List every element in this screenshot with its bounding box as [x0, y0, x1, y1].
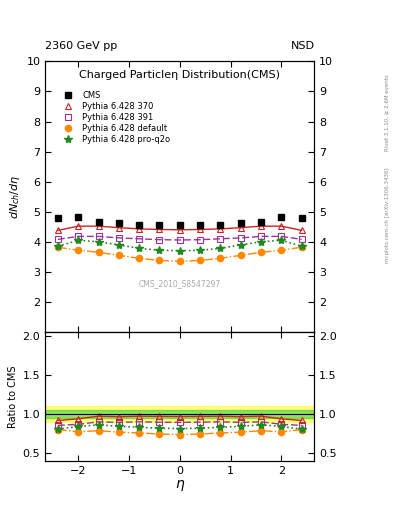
Bar	[45, 410, 314, 418]
Pythia 6.428 default	[218, 255, 223, 262]
Pythia 6.428 370	[55, 227, 60, 233]
Bar	[45, 406, 314, 422]
Pythia 6.428 370	[259, 223, 263, 229]
Pythia 6.428 370	[239, 225, 243, 231]
Pythia 6.428 pro-q2o	[259, 239, 263, 245]
Pythia 6.428 370	[137, 226, 141, 232]
Pythia 6.428 370	[96, 223, 101, 229]
Pythia 6.428 default	[96, 249, 101, 255]
Pythia 6.428 391	[76, 233, 81, 240]
Pythia 6.428 pro-q2o	[157, 247, 162, 253]
CMS	[96, 219, 101, 225]
Legend: CMS, Pythia 6.428 370, Pythia 6.428 391, Pythia 6.428 default, Pythia 6.428 pro-: CMS, Pythia 6.428 370, Pythia 6.428 391,…	[55, 87, 174, 147]
Pythia 6.428 default	[239, 252, 243, 259]
Pythia 6.428 370	[116, 225, 121, 231]
Text: 2360 GeV pp: 2360 GeV pp	[45, 40, 118, 51]
Pythia 6.428 pro-q2o	[96, 239, 101, 245]
CMS	[279, 214, 284, 220]
CMS	[299, 215, 304, 221]
Text: mcplots.cern.ch [arXiv:1306.3436]: mcplots.cern.ch [arXiv:1306.3436]	[385, 167, 389, 263]
Pythia 6.428 pro-q2o	[137, 245, 141, 251]
Pythia 6.428 default	[116, 252, 121, 259]
X-axis label: $\eta$: $\eta$	[174, 478, 185, 494]
Pythia 6.428 391	[198, 237, 202, 243]
Text: Rivet 3.1.10, ≥ 2.6M events: Rivet 3.1.10, ≥ 2.6M events	[385, 74, 389, 151]
Pythia 6.428 391	[137, 236, 141, 242]
Pythia 6.428 pro-q2o	[178, 248, 182, 254]
Y-axis label: Ratio to CMS: Ratio to CMS	[8, 365, 18, 428]
CMS	[55, 215, 60, 221]
Pythia 6.428 370	[279, 223, 284, 229]
Text: Charged Particleη Distribution(CMS): Charged Particleη Distribution(CMS)	[79, 70, 280, 79]
Pythia 6.428 370	[178, 227, 182, 233]
CMS	[157, 222, 162, 228]
Pythia 6.428 391	[116, 235, 121, 241]
Pythia 6.428 pro-q2o	[279, 237, 284, 243]
Pythia 6.428 391	[218, 236, 223, 242]
Pythia 6.428 pro-q2o	[218, 245, 223, 251]
Pythia 6.428 default	[137, 255, 141, 262]
Pythia 6.428 391	[96, 233, 101, 240]
Text: CMS_2010_S8547297: CMS_2010_S8547297	[139, 279, 221, 288]
CMS	[116, 220, 121, 226]
Pythia 6.428 pro-q2o	[76, 237, 81, 243]
Line: Pythia 6.428 370: Pythia 6.428 370	[55, 223, 305, 233]
CMS	[137, 222, 141, 228]
Pythia 6.428 pro-q2o	[239, 242, 243, 248]
Pythia 6.428 pro-q2o	[299, 243, 304, 249]
Pythia 6.428 370	[198, 226, 202, 232]
Pythia 6.428 391	[299, 237, 304, 243]
Pythia 6.428 391	[259, 233, 263, 240]
Pythia 6.428 391	[178, 237, 182, 243]
Pythia 6.428 391	[279, 233, 284, 240]
CMS	[198, 222, 202, 228]
Pythia 6.428 391	[157, 237, 162, 243]
Text: NSD: NSD	[290, 40, 314, 51]
Line: Pythia 6.428 default: Pythia 6.428 default	[55, 244, 305, 265]
Pythia 6.428 370	[76, 223, 81, 229]
Pythia 6.428 pro-q2o	[198, 247, 202, 253]
Pythia 6.428 default	[55, 244, 60, 250]
Pythia 6.428 default	[198, 258, 202, 264]
Pythia 6.428 default	[157, 258, 162, 264]
Pythia 6.428 default	[76, 247, 81, 253]
Pythia 6.428 pro-q2o	[55, 243, 60, 249]
CMS	[218, 222, 223, 228]
Pythia 6.428 391	[55, 237, 60, 243]
Pythia 6.428 default	[299, 244, 304, 250]
Pythia 6.428 391	[239, 235, 243, 241]
CMS	[76, 214, 81, 220]
Line: Pythia 6.428 391: Pythia 6.428 391	[55, 233, 305, 243]
Pythia 6.428 370	[218, 226, 223, 232]
CMS	[239, 220, 243, 226]
Pythia 6.428 370	[299, 227, 304, 233]
Pythia 6.428 default	[259, 249, 263, 255]
Pythia 6.428 default	[178, 258, 182, 264]
Pythia 6.428 default	[279, 247, 284, 253]
Line: CMS: CMS	[55, 214, 305, 228]
Pythia 6.428 pro-q2o	[116, 242, 121, 248]
Pythia 6.428 370	[157, 226, 162, 232]
CMS	[259, 219, 263, 225]
Y-axis label: $dN_{ch}/d\eta$: $dN_{ch}/d\eta$	[8, 175, 22, 219]
CMS	[178, 222, 182, 228]
Line: Pythia 6.428 pro-q2o: Pythia 6.428 pro-q2o	[54, 236, 306, 255]
